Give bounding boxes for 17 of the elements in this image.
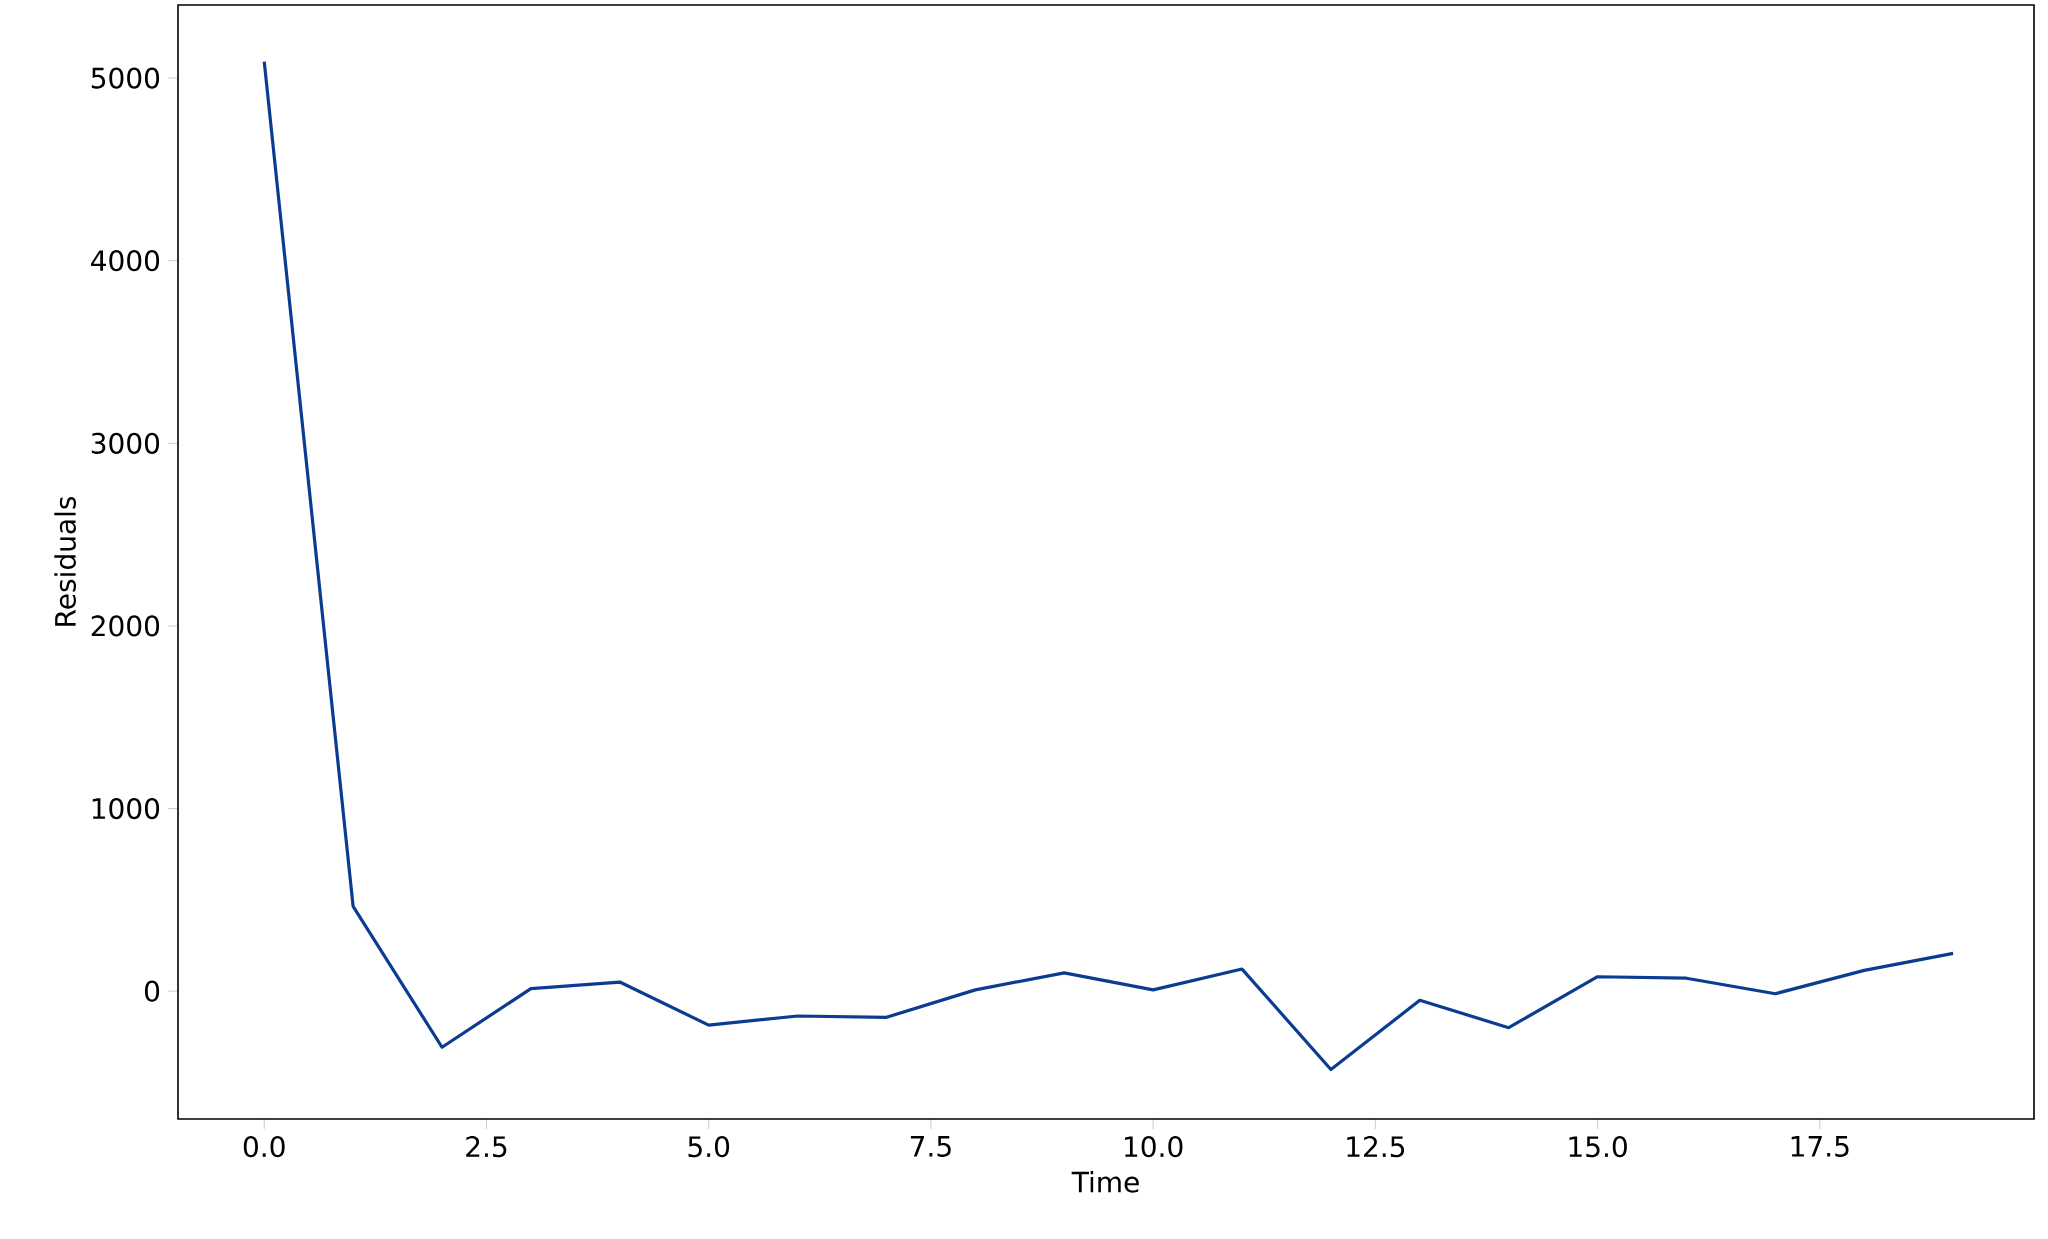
y-tick-label: 4000 <box>91 250 160 272</box>
y-tick-label: 3000 <box>91 432 160 454</box>
y-axis-title: Residuals <box>54 496 76 626</box>
line-series <box>262 60 1955 1072</box>
x-tick-label: 10.0 <box>1125 1136 1183 1158</box>
x-tick-label: 0.0 <box>243 1136 285 1158</box>
y-tick-label: 0 <box>144 980 160 1002</box>
x-axis-title: Time <box>1071 1170 1139 1193</box>
x-tick-label: 15.0 <box>1569 1136 1627 1158</box>
x-tick-label: 12.5 <box>1347 1136 1405 1158</box>
x-tick-label: 2.5 <box>466 1136 507 1158</box>
y-tick-label: 1000 <box>92 797 160 820</box>
x-tick-label: 17.5 <box>1791 1136 1849 1157</box>
x-tick-label: 7.5 <box>910 1136 951 1157</box>
y-tick-label: 2000 <box>91 615 160 637</box>
y-tick-label: 5000 <box>91 67 160 89</box>
x-tick-label: 5.0 <box>688 1136 730 1158</box>
